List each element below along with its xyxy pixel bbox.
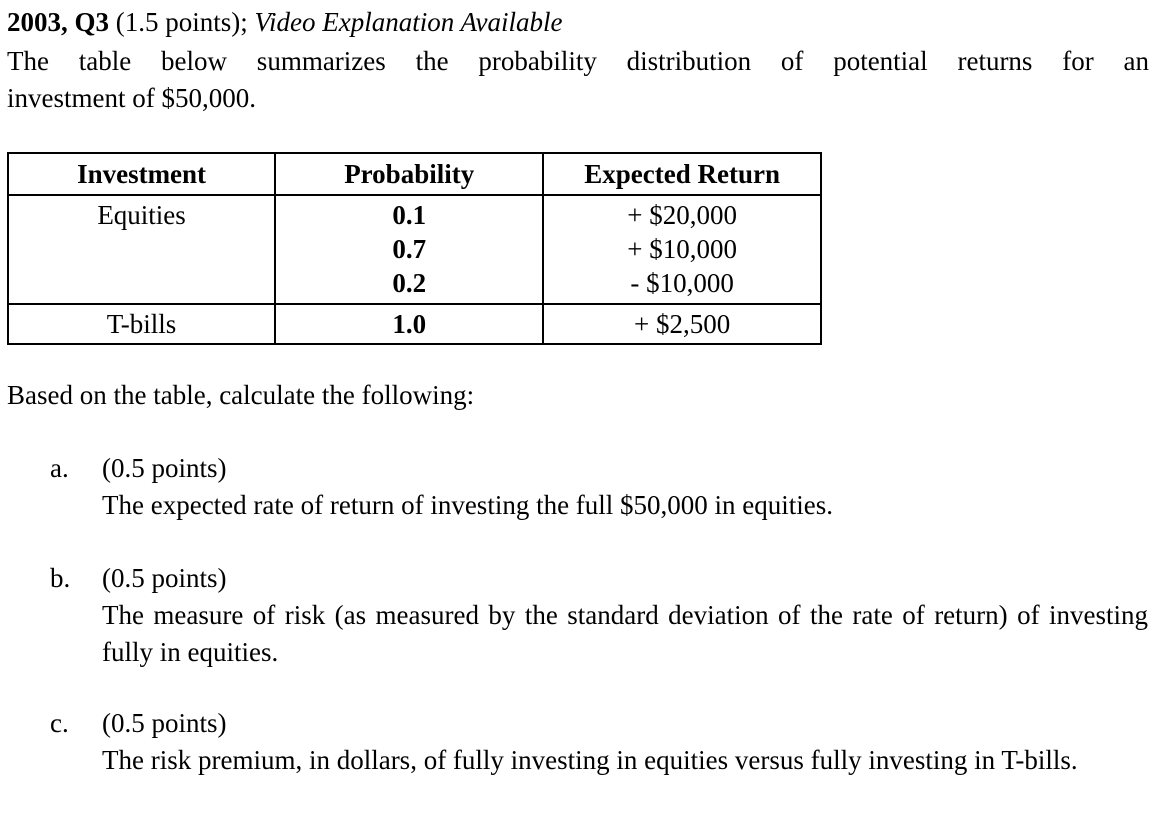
header-expected-return: Expected Return — [542, 152, 822, 196]
item-points: (0.5 points) — [102, 708, 227, 738]
tbills-probability: 1.0 — [274, 304, 545, 345]
question-points: (1.5 points); — [109, 7, 255, 37]
return-value: + $20,000 — [627, 200, 737, 230]
question-id: 2003, Q3 — [7, 7, 110, 37]
table-row: T-bills 1.0 + $2,500 — [6, 304, 822, 345]
tbills-return: + $2,500 — [542, 304, 822, 345]
probability-value: 0.2 — [392, 268, 427, 298]
item-body: (0.5 points) The expected rate of return… — [102, 450, 1148, 524]
equities-probabilities: 0.1 0.7 0.2 — [274, 195, 545, 305]
equities-returns: + $20,000 + $10,000 - $10,000 — [542, 195, 822, 305]
investment-equities: Equities — [6, 195, 277, 305]
question-heading: 2003, Q3 (1.5 points); Video Explanation… — [7, 4, 562, 40]
return-value: - $10,000 — [630, 268, 734, 298]
item-points: (0.5 points) — [102, 563, 227, 593]
return-value: + $10,000 — [627, 234, 737, 264]
table-row: Equities 0.1 0.7 0.2 + $20,000 + $10,000… — [6, 195, 822, 305]
item-letter: a. — [50, 453, 69, 483]
item-body: (0.5 points) The measure of risk (as mea… — [102, 560, 1148, 671]
video-explanation-note: Video Explanation Available — [254, 7, 563, 37]
probability-distribution-table: Investment Probability Expected Return E… — [6, 152, 822, 345]
item-text: The measure of risk (as measured by the … — [102, 600, 1148, 667]
calculation-prompt: Based on the table, calculate the follow… — [7, 380, 475, 410]
question-item-a: a. (0.5 points) The expected rate of ret… — [50, 450, 1150, 530]
question-item-b: b. (0.5 points) The measure of risk (as … — [50, 560, 1150, 672]
intro-paragraph: The table below summarizes the probabili… — [7, 43, 1149, 117]
probability-value: 0.7 — [392, 234, 427, 264]
intro-line-1: The table below summarizes the probabili… — [7, 46, 1149, 76]
header-investment: Investment — [6, 152, 277, 196]
item-text: The risk premium, in dollars, of fully i… — [102, 745, 1078, 775]
item-points: (0.5 points) — [102, 453, 227, 483]
intro-line-2: investment of $50,000. — [7, 83, 256, 113]
question-item-c: c. (0.5 points) The risk premium, in dol… — [50, 705, 1150, 817]
item-letter: c. — [50, 708, 69, 738]
item-text: The expected rate of return of investing… — [102, 490, 834, 520]
investment-tbills: T-bills — [6, 304, 277, 345]
item-letter: b. — [50, 563, 71, 593]
item-body: (0.5 points) The risk premium, in dollar… — [102, 705, 1148, 779]
header-probability: Probability — [274, 152, 545, 196]
table-header-row: Investment Probability Expected Return — [6, 152, 822, 196]
probability-value: 0.1 — [392, 200, 427, 230]
